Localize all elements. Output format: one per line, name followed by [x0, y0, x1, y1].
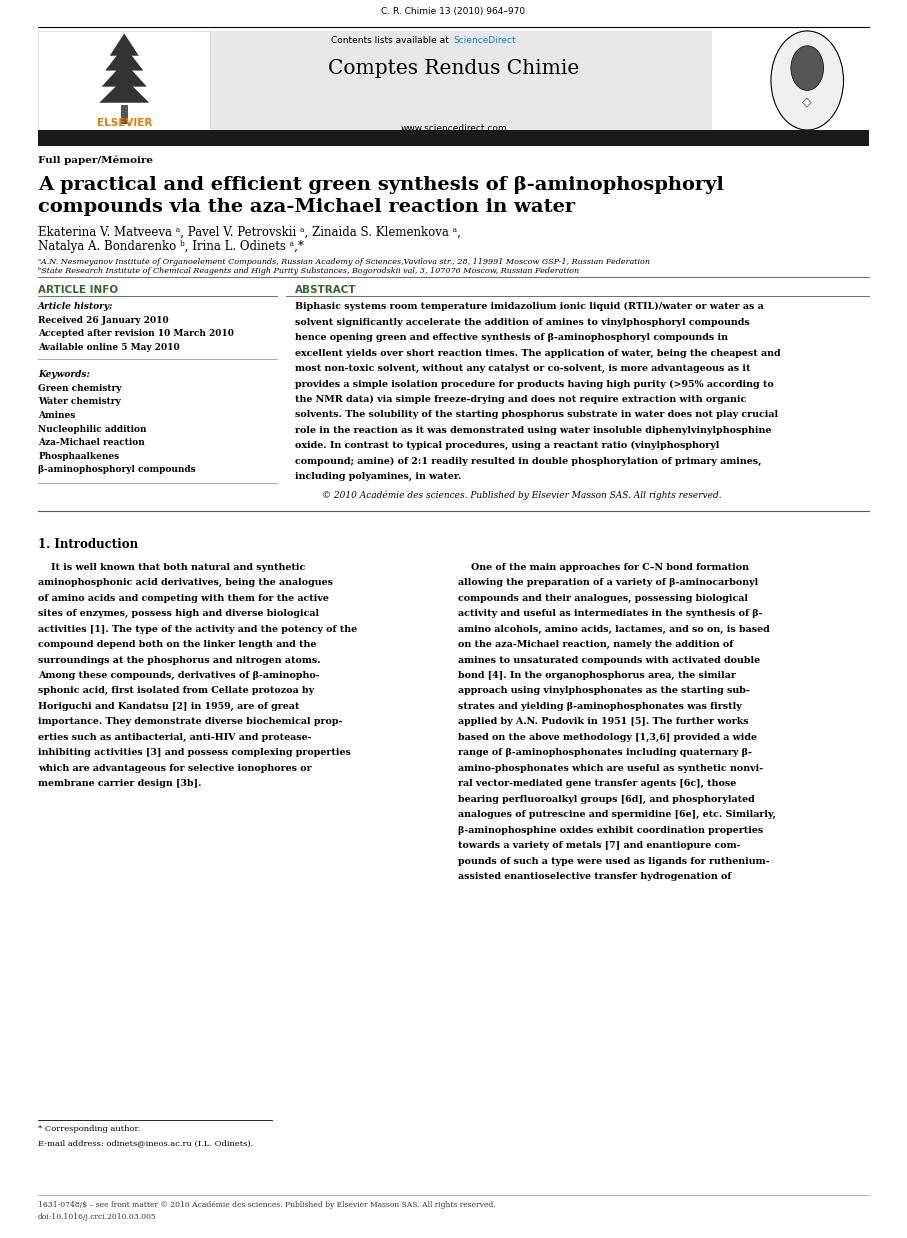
Text: the NMR data) via simple freeze-drying and does not require extraction with orga: the NMR data) via simple freeze-drying a…: [295, 395, 746, 404]
Text: Contents lists available at: Contents lists available at: [331, 36, 452, 45]
Text: on the aza-Michael reaction, namely the addition of: on the aza-Michael reaction, namely the …: [458, 640, 733, 649]
Text: Green chemistry: Green chemistry: [38, 384, 122, 392]
Text: Nucleophilic addition: Nucleophilic addition: [38, 425, 147, 433]
Text: membrane carrier design [3b].: membrane carrier design [3b].: [38, 779, 201, 789]
Text: Keywords:: Keywords:: [38, 370, 90, 379]
Text: oxide. In contrast to typical procedures, using a reactant ratio (vinylphosphory: oxide. In contrast to typical procedures…: [295, 441, 719, 451]
Text: www.sciencedirect.com: www.sciencedirect.com: [400, 124, 507, 132]
Text: Aza-Michael reaction: Aza-Michael reaction: [38, 438, 145, 447]
Text: Accepted after revision 10 March 2010: Accepted after revision 10 March 2010: [38, 329, 234, 338]
Text: compounds via the aza-Michael reaction in water: compounds via the aza-Michael reaction i…: [38, 198, 575, 217]
Text: E-mail address: odinets@ineos.ac.ru (I.L. Odinets).: E-mail address: odinets@ineos.ac.ru (I.L…: [38, 1139, 253, 1146]
Text: amines to unsaturated compounds with activated double: amines to unsaturated compounds with act…: [458, 655, 760, 665]
Text: bearing perfluoroalkyl groups [6d], and phosphorylated: bearing perfluoroalkyl groups [6d], and …: [458, 795, 755, 803]
Bar: [195, 31, 712, 130]
Polygon shape: [110, 33, 139, 56]
Text: Biphasic systems room temperature imidazolium ionic liquid (RTIL)/water or water: Biphasic systems room temperature imidaz…: [295, 302, 764, 311]
Text: Ekaterina V. Matveeva ᵃ, Pavel V. Petrovskii ᵃ, Zinaida S. Klemenkova ᵃ,: Ekaterina V. Matveeva ᵃ, Pavel V. Petrov…: [38, 225, 461, 239]
Text: 1631-0748/$ – see front matter © 2010 Académie des sciences. Published by Elsevi: 1631-0748/$ – see front matter © 2010 Ac…: [38, 1201, 496, 1208]
Text: provides a simple isolation procedure for products having high purity (>95% acco: provides a simple isolation procedure fo…: [295, 379, 774, 389]
Text: ARTICLE INFO: ARTICLE INFO: [38, 285, 118, 295]
Text: ABSTRACT: ABSTRACT: [295, 285, 356, 295]
Text: analogues of putrescine and spermidine [6e], etc. Similarly,: analogues of putrescine and spermidine […: [458, 810, 775, 820]
Text: Natalya A. Bondarenko ᵇ, Irina L. Odinets ᵃ,*: Natalya A. Bondarenko ᵇ, Irina L. Odinet…: [38, 240, 304, 254]
Text: doi:10.1016/j.crci.2010.03.005: doi:10.1016/j.crci.2010.03.005: [38, 1213, 157, 1221]
Text: ELSEVIER: ELSEVIER: [96, 118, 152, 128]
Text: Amines: Amines: [38, 411, 75, 420]
Text: aminophosphonic acid derivatives, being the analogues: aminophosphonic acid derivatives, being …: [38, 578, 333, 587]
Text: activity and useful as intermediates in the synthesis of β-: activity and useful as intermediates in …: [458, 609, 763, 618]
Text: bond [4]. In the organophosphorus area, the similar: bond [4]. In the organophosphorus area, …: [458, 671, 736, 680]
Text: hence opening green and effective synthesis of β-aminophosphoryl compounds in: hence opening green and effective synthe…: [295, 333, 727, 342]
Text: C. R. Chimie 13 (2010) 964–970: C. R. Chimie 13 (2010) 964–970: [382, 6, 525, 16]
Text: solvent significantly accelerate the addition of amines to vinylphosphoryl compo: solvent significantly accelerate the add…: [295, 317, 749, 327]
Text: sphonic acid, first isolated from Cellate protozoa by: sphonic acid, first isolated from Cellat…: [38, 686, 314, 696]
Text: importance. They demonstrate diverse biochemical prop-: importance. They demonstrate diverse bio…: [38, 717, 343, 727]
Text: inhibiting activities [3] and possess complexing properties: inhibiting activities [3] and possess co…: [38, 748, 351, 758]
Text: excellent yields over short reaction times. The application of water, being the : excellent yields over short reaction tim…: [295, 348, 780, 358]
Text: surroundings at the phosphorus and nitrogen atoms.: surroundings at the phosphorus and nitro…: [38, 655, 321, 665]
Circle shape: [771, 31, 844, 130]
Circle shape: [791, 46, 824, 90]
Text: towards a variety of metals [7] and enantiopure com-: towards a variety of metals [7] and enan…: [458, 841, 740, 851]
Text: β-aminophosphine oxides exhibit coordination properties: β-aminophosphine oxides exhibit coordina…: [458, 826, 764, 834]
Text: role in the reaction as it was demonstrated using water insoluble diphenylvinylp: role in the reaction as it was demonstra…: [295, 426, 771, 435]
Text: most non-toxic solvent, without any catalyst or co-solvent, is more advantageous: most non-toxic solvent, without any cata…: [295, 364, 750, 373]
Text: sites of enzymes, possess high and diverse biological: sites of enzymes, possess high and diver…: [38, 609, 319, 618]
Text: compound depend both on the linker length and the: compound depend both on the linker lengt…: [38, 640, 317, 649]
Text: approach using vinylphosphonates as the starting sub-: approach using vinylphosphonates as the …: [458, 686, 750, 696]
Text: amino alcohols, amino acids, lactames, and so on, is based: amino alcohols, amino acids, lactames, a…: [458, 624, 770, 634]
Text: pounds of such a type were used as ligands for ruthenium-: pounds of such a type were used as ligan…: [458, 857, 769, 865]
Text: compound; amine) of 2:1 readily resulted in double phosphorylation of primary am: compound; amine) of 2:1 readily resulted…: [295, 457, 761, 465]
Text: Available online 5 May 2010: Available online 5 May 2010: [38, 343, 180, 352]
Text: Received 26 January 2010: Received 26 January 2010: [38, 316, 169, 324]
Text: Article history:: Article history:: [38, 302, 113, 311]
Text: ᵃA.N. Nesmeyanov Institute of Organoelement Compounds, Russian Academy of Scienc: ᵃA.N. Nesmeyanov Institute of Organoelem…: [38, 258, 650, 265]
Text: Among these compounds, derivatives of β-aminopho-: Among these compounds, derivatives of β-…: [38, 671, 320, 680]
Bar: [121, 105, 128, 124]
Text: based on the above methodology [1,3,6] provided a wide: based on the above methodology [1,3,6] p…: [458, 733, 757, 742]
Text: Comptes Rendus Chimie: Comptes Rendus Chimie: [327, 59, 580, 78]
Polygon shape: [105, 46, 143, 71]
Polygon shape: [100, 78, 149, 103]
Text: applied by A.N. Pudovik in 1951 [5]. The further works: applied by A.N. Pudovik in 1951 [5]. The…: [458, 717, 748, 727]
Text: © 2010 Académie des sciences. Published by Elsevier Masson SAS. All rights reser: © 2010 Académie des sciences. Published …: [322, 490, 722, 500]
Text: One of the main approaches for C–N bond formation: One of the main approaches for C–N bond …: [458, 562, 749, 572]
Text: Horiguchi and Kandatsu [2] in 1959, are of great: Horiguchi and Kandatsu [2] in 1959, are …: [38, 702, 299, 711]
Text: ◇: ◇: [803, 95, 812, 109]
Text: activities [1]. The type of the activity and the potency of the: activities [1]. The type of the activity…: [38, 624, 357, 634]
Text: compounds and their analogues, possessing biological: compounds and their analogues, possessin…: [458, 593, 748, 603]
Text: It is well known that both natural and synthetic: It is well known that both natural and s…: [38, 562, 306, 572]
Text: allowing the preparation of a variety of β-aminocarbonyl: allowing the preparation of a variety of…: [458, 578, 758, 587]
Bar: [38, 31, 210, 130]
Text: ral vector-mediated gene transfer agents [6c], those: ral vector-mediated gene transfer agents…: [458, 779, 736, 789]
Text: of amino acids and competing with them for the active: of amino acids and competing with them f…: [38, 593, 329, 603]
Text: * Corresponding author.: * Corresponding author.: [38, 1125, 141, 1133]
Polygon shape: [102, 62, 147, 87]
Text: β-aminophosphoryl compounds: β-aminophosphoryl compounds: [38, 465, 196, 474]
Text: amino-phosphonates which are useful as synthetic nonvi-: amino-phosphonates which are useful as s…: [458, 764, 763, 773]
Text: strates and yielding β-aminophosphonates was firstly: strates and yielding β-aminophosphonates…: [458, 702, 742, 711]
Text: which are advantageous for selective ionophores or: which are advantageous for selective ion…: [38, 764, 312, 773]
Text: erties such as antibacterial, anti-HIV and protease-: erties such as antibacterial, anti-HIV a…: [38, 733, 312, 742]
Text: ScienceDirect: ScienceDirect: [454, 36, 516, 45]
Text: solvents. The solubility of the starting phosphorus substrate in water does not : solvents. The solubility of the starting…: [295, 410, 778, 420]
Text: assisted enantioselective transfer hydrogenation of: assisted enantioselective transfer hydro…: [458, 872, 731, 881]
Text: A practical and efficient green synthesis of β-aminophosphoryl: A practical and efficient green synthesi…: [38, 176, 724, 194]
Text: Phosphaalkenes: Phosphaalkenes: [38, 452, 119, 461]
Bar: [38, 130, 869, 146]
Text: Full paper/Mémoire: Full paper/Mémoire: [38, 156, 153, 166]
Text: including polyamines, in water.: including polyamines, in water.: [295, 472, 461, 482]
Text: Water chemistry: Water chemistry: [38, 397, 121, 406]
Text: ᵇState Research Institute of Chemical Reagents and High Purity Substances, Bogor: ᵇState Research Institute of Chemical Re…: [38, 267, 580, 275]
Text: range of β-aminophosphonates including quaternary β-: range of β-aminophosphonates including q…: [458, 748, 752, 758]
Text: 1. Introduction: 1. Introduction: [38, 537, 138, 551]
